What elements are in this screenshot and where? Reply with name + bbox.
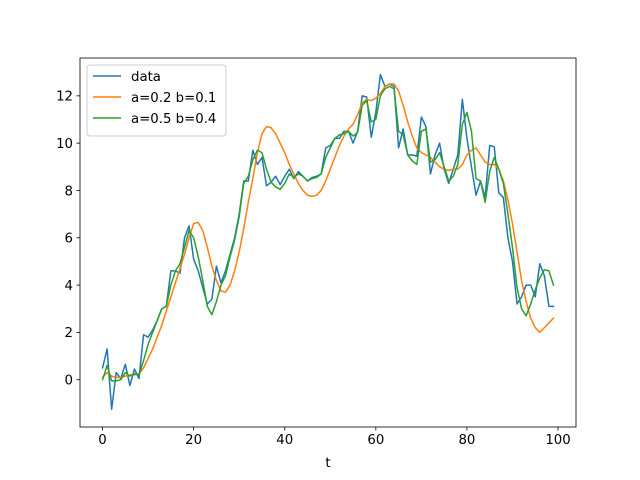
series-layer [101,73,555,411]
legend: data a=0.2 b=0.1 a=0.5 b=0.4 [86,64,227,137]
x-tick-label: 100 [545,433,570,448]
series-line-1 [101,73,555,411]
x-tick-label: 0 [98,433,106,448]
y-tick-label: 10 [56,137,73,152]
x-tick-label: 80 [458,433,475,448]
x-tick-label: 20 [185,433,202,448]
series-line-3 [101,85,555,382]
y-tick-label: 2 [65,326,73,341]
legend-label-1: data [131,70,161,85]
y-tick-label: 8 [65,184,73,199]
y-tick-label: 4 [65,279,73,294]
x-axis-label: t [325,456,330,471]
x-tick-label: 40 [276,433,293,448]
y-tick-label: 0 [65,373,73,388]
axes-layer: 0 20 40 60 80 100 0 2 4 6 8 10 12 [56,90,571,448]
y-tick-label: 12 [56,90,73,105]
plot-frame [79,57,577,428]
legend-box [86,64,227,137]
legend-label-3: a=0.5 b=0.4 [131,112,216,127]
x-tick-label: 60 [367,433,384,448]
series-line-2 [101,83,555,379]
legend-label-2: a=0.2 b=0.1 [131,91,216,106]
y-tick-label: 6 [65,232,73,247]
